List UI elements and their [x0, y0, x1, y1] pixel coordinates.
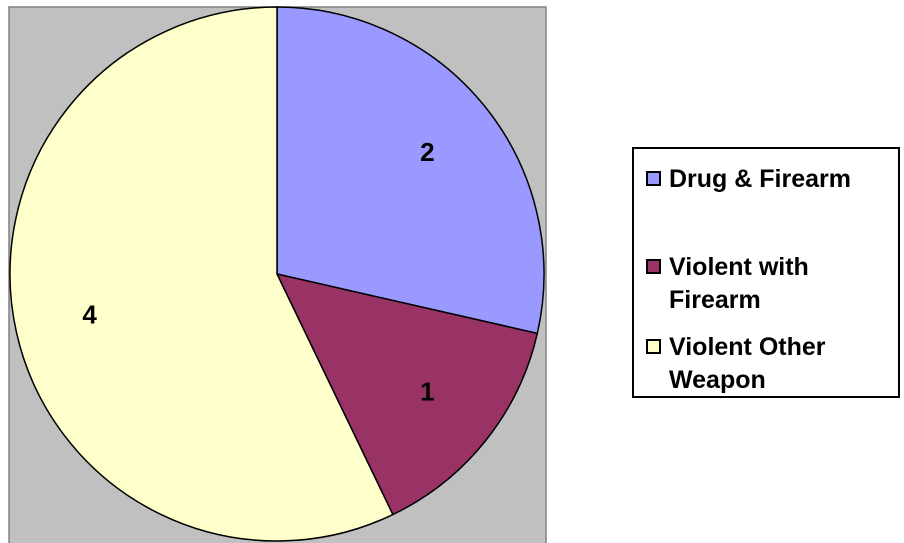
legend-label: Violent with Firearm [669, 253, 809, 314]
data-label: 1 [420, 377, 434, 407]
legend-entry: Violent Other Weapon [646, 331, 902, 397]
legend-swatch [646, 339, 661, 354]
legend-entry: Violent with Firearm [646, 251, 902, 317]
legend-swatch [646, 171, 661, 186]
legend-swatch [646, 259, 661, 274]
data-label: 4 [82, 300, 97, 330]
legend-label: Violent Other Weapon [669, 333, 826, 394]
legend: Drug & Firearm Violent with Firearm Violen… [632, 147, 900, 398]
pie-slice [275, 272, 539, 516]
legend-label: Drug & Firearm [669, 165, 851, 193]
pie-slice [276, 6, 545, 335]
data-label: 2 [420, 137, 434, 167]
pie-slice [9, 6, 394, 542]
legend-entry: Drug & Firearm [646, 163, 902, 196]
